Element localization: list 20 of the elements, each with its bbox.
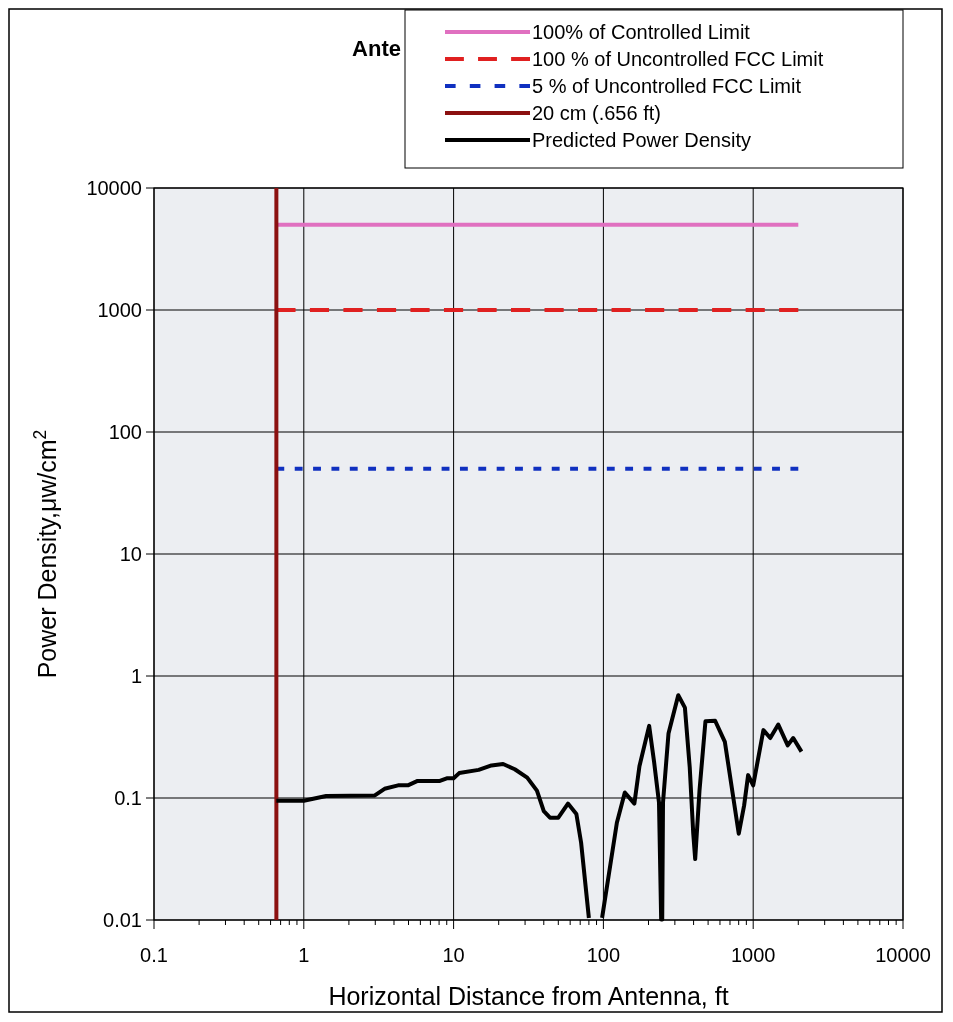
chart-title: Ante — [352, 36, 401, 61]
legend-label: 20 cm (.656 ft) — [532, 102, 661, 124]
y-tick-label: 100 — [108, 421, 142, 443]
y-tick-label: 0.01 — [103, 909, 142, 931]
y-tick-label: 10000 — [86, 177, 142, 199]
legend-label: 100% of Controlled Limit — [532, 21, 751, 43]
x-tick-label: 10 — [442, 944, 465, 966]
x-tick-label: 100 — [586, 944, 621, 966]
x-tick-label: 1000 — [730, 944, 776, 966]
x-tick-label: 10000 — [875, 944, 931, 966]
legend-label: 100 % of Uncontrolled FCC Limit — [532, 48, 824, 70]
x-tick-label: 1 — [298, 944, 310, 966]
legend-label: Predicted Power Density — [532, 129, 751, 151]
legend-label: 5 % of Uncontrolled FCC Limit — [532, 75, 802, 97]
x-axis-title: Horizontal Distance from Antenna, ft — [328, 982, 729, 1010]
y-tick-label: 0.1 — [114, 787, 142, 809]
y-tick-label: 10 — [119, 543, 142, 565]
x-tick-label: 0.1 — [140, 944, 168, 966]
y-tick-label: 1 — [130, 665, 142, 687]
y-tick-label: 1000 — [97, 299, 142, 321]
